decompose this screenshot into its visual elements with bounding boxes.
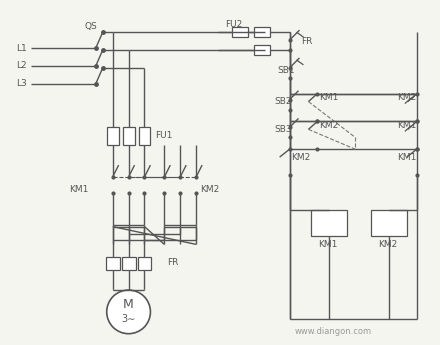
Text: KM1: KM1 [69,185,88,194]
Text: SB1: SB1 [278,66,295,75]
Bar [371,210,407,236]
Text: M: M [123,298,134,312]
Bar [254,27,270,37]
Text: KM1: KM1 [319,93,339,102]
Bar [312,210,347,236]
Text: KM2: KM2 [200,185,220,194]
Bar [107,127,119,145]
Text: SB2: SB2 [275,97,292,106]
Text: 3∼: 3∼ [121,314,136,324]
Text: KM2: KM2 [292,152,311,161]
Bar [232,27,248,37]
Text: FU2: FU2 [225,20,242,29]
Text: KM1: KM1 [397,121,416,130]
Text: FR: FR [167,258,179,267]
Bar [254,45,270,55]
Text: KM2: KM2 [319,121,339,130]
Text: FU1: FU1 [155,131,173,140]
Text: L1: L1 [16,43,27,52]
Bar [138,257,151,270]
Text: FR: FR [301,37,313,46]
Bar [123,127,135,145]
Circle shape [107,290,150,334]
Bar [121,257,136,270]
Text: KM1: KM1 [319,240,338,249]
Bar [106,257,120,270]
Text: L2: L2 [16,61,27,70]
Text: KM1: KM1 [397,152,416,161]
Text: KM2: KM2 [397,93,416,102]
Text: QS: QS [85,22,98,31]
Bar [139,127,150,145]
Text: www.diangon.com: www.diangon.com [294,327,372,336]
Text: SB3: SB3 [275,125,292,134]
Text: KM2: KM2 [378,240,397,249]
Text: L3: L3 [16,79,27,88]
